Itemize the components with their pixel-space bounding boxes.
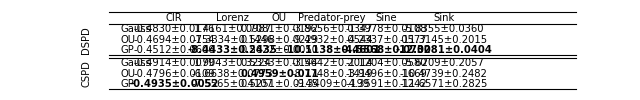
Text: -10.1138±0.4601: -10.1138±0.4601	[284, 45, 381, 55]
Text: OU: OU	[121, 35, 136, 45]
Text: -8.7748±0.1419: -8.7748±0.1419	[291, 69, 372, 79]
Text: -3.8656±0.0347: -3.8656±0.0347	[291, 24, 372, 34]
Text: 0.5298±0.0229: 0.5298±0.0229	[241, 35, 319, 45]
Text: -3.9496±0.1669: -3.9496±0.1669	[346, 69, 428, 79]
Text: -0.4830±0.0176: -0.4830±0.0176	[134, 24, 215, 34]
Text: -11.6571±0.2825: -11.6571±0.2825	[399, 79, 488, 89]
Text: -0.4914±0.0079: -0.4914±0.0079	[134, 58, 215, 68]
Text: 0.4959±0.011: 0.4959±0.011	[240, 69, 319, 79]
Text: -0.4694±0.0154: -0.4694±0.0154	[134, 35, 215, 45]
Text: -11.3145±0.2015: -11.3145±0.2015	[399, 35, 488, 45]
Text: 0.5251±0.0145: 0.5251±0.0145	[241, 79, 319, 89]
Text: -0.4512±0.0606: -0.4512±0.0606	[133, 45, 215, 55]
Text: -6.6638±0.0773: -6.6638±0.0773	[192, 69, 273, 79]
Text: OU: OU	[272, 13, 287, 23]
Text: 0.7081±0.0192: 0.7081±0.0192	[241, 24, 318, 34]
Text: 1.4161±0.0987: 1.4161±0.0987	[194, 24, 272, 34]
Text: Gauss: Gauss	[121, 58, 152, 68]
Text: -10.4739±0.2482: -10.4739±0.2482	[399, 69, 488, 79]
Text: Sink: Sink	[433, 13, 454, 23]
Text: 0.5333±0.0144: 0.5333±0.0144	[241, 58, 318, 68]
Text: -1.3978±0.0108: -1.3978±0.0108	[346, 24, 428, 34]
Text: CIR: CIR	[166, 13, 182, 23]
Text: -7.5565±0.4107: -7.5565±0.4107	[192, 79, 274, 89]
Text: -3.5642±0.2014: -3.5642±0.2014	[291, 58, 372, 68]
Text: Lorenz: Lorenz	[216, 13, 249, 23]
Text: -4.3591±0.1242: -4.3591±0.1242	[346, 79, 428, 89]
Text: -5.6209±0.2057: -5.6209±0.2057	[403, 58, 484, 68]
Text: -5.8355±0.0360: -5.8355±0.0360	[403, 24, 484, 34]
Text: GP: GP	[121, 79, 134, 89]
Text: -4.5568±0.0732: -4.5568±0.0732	[342, 45, 431, 55]
Text: 0.5622±0.0050: 0.5622±0.0050	[241, 45, 318, 55]
Text: Predator-prey: Predator-prey	[298, 13, 365, 23]
Text: CSPD: CSPD	[81, 60, 92, 87]
Text: -0.4935±0.0052: -0.4935±0.0052	[129, 79, 219, 89]
Text: Sine: Sine	[376, 13, 397, 23]
Text: -12.0081±0.0404: -12.0081±0.0404	[395, 45, 492, 55]
Text: OU: OU	[121, 69, 136, 79]
Text: -9.3409±0.199: -9.3409±0.199	[294, 79, 370, 89]
Text: 1.9043±0.3224: 1.9043±0.3224	[194, 58, 272, 68]
Text: -8.4433±0.2435: -8.4433±0.2435	[188, 45, 278, 55]
Text: -1.1204±0.0580: -1.1204±0.0580	[346, 58, 428, 68]
Text: DSPD: DSPD	[81, 26, 92, 54]
Text: -7.3334±0.1446: -7.3334±0.1446	[192, 35, 273, 45]
Text: Gauss: Gauss	[121, 24, 152, 34]
Text: GP: GP	[121, 45, 134, 55]
Text: -0.4796±0.0109: -0.4796±0.0109	[133, 69, 215, 79]
Text: -4.2337±0.0577: -4.2337±0.0577	[346, 35, 428, 45]
Text: -9.4932±0.0544: -9.4932±0.0544	[291, 35, 372, 45]
